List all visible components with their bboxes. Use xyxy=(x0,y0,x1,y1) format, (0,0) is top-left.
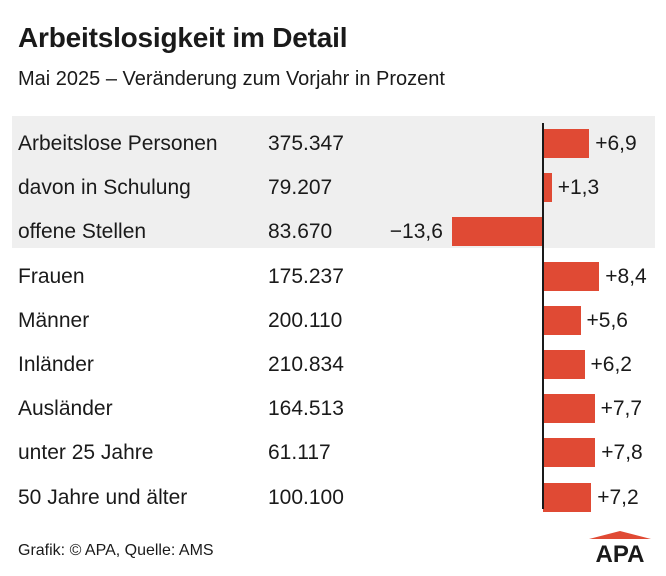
change-label: +7,2 xyxy=(597,485,639,509)
category-label: 50 Jahre und älter xyxy=(18,485,188,509)
chart-row: Arbeitslose Personen 375.347 +6,9 xyxy=(0,120,666,164)
chart-subtitle: Mai 2025 – Veränderung zum Vorjahr in Pr… xyxy=(18,68,445,90)
chart-row: 50 Jahre und älter 100.100 +7,2 xyxy=(0,474,666,518)
absolute-value: 79.207 xyxy=(268,176,333,200)
absolute-value-box: 175.237 xyxy=(260,261,365,291)
absolute-value: 175.237 xyxy=(268,264,344,288)
absolute-value: 200.110 xyxy=(268,308,343,332)
change-bar xyxy=(543,394,595,424)
absolute-value: 100.100 xyxy=(268,485,344,509)
change-bar xyxy=(451,217,543,247)
absolute-value-box: 210.834 xyxy=(260,350,365,379)
change-bar xyxy=(543,350,585,379)
chart-row: Inländer 210.834 +6,2 xyxy=(0,341,666,385)
absolute-value-box: 164.513 xyxy=(260,394,365,424)
change-label: +5,6 xyxy=(586,308,628,332)
change-bar xyxy=(543,129,590,158)
absolute-value: 61.117 xyxy=(268,441,331,465)
chart-row: Frauen 175.237 +8,4 xyxy=(0,253,666,297)
change-label: +6,2 xyxy=(590,353,632,376)
chart-row: offene Stellen 83.670 −13,6 xyxy=(0,208,666,252)
chart-title: Arbeitslosigkeit im Detail xyxy=(18,22,348,53)
category-label: Inländer xyxy=(18,353,94,376)
absolute-value: 210.834 xyxy=(268,353,344,376)
category-label: Ausländer xyxy=(18,397,113,421)
apa-logo-text: APA xyxy=(596,541,645,564)
category-label: unter 25 Jahre xyxy=(18,441,154,465)
category-label: Arbeitslose Personen xyxy=(18,132,218,155)
category-label: davon in Schulung xyxy=(18,176,191,200)
change-bar xyxy=(543,173,552,203)
absolute-value: 83.670 xyxy=(268,220,333,244)
category-label: offene Stellen xyxy=(18,220,147,244)
absolute-value-box: 200.110 xyxy=(260,305,365,335)
change-bar xyxy=(543,482,592,512)
change-label: +7,8 xyxy=(601,441,643,465)
chart-row: Männer 200.110 +5,6 xyxy=(0,297,666,341)
chart-row: unter 25 Jahre 61.117 +7,8 xyxy=(0,429,666,473)
change-label: −13,6 xyxy=(389,220,443,244)
absolute-value-box: 100.100 xyxy=(260,482,365,512)
absolute-value-box: 375.347 xyxy=(260,129,365,158)
change-bar xyxy=(543,261,600,291)
apa-logo: APA xyxy=(589,531,651,564)
category-label: Frauen xyxy=(18,264,85,288)
source-note: Grafik: © APA, Quelle: AMS xyxy=(18,542,214,559)
absolute-value-box: 61.117 xyxy=(260,438,365,468)
absolute-value-box: 83.670 xyxy=(260,217,365,247)
absolute-value: 164.513 xyxy=(268,397,344,421)
change-label: +1,3 xyxy=(557,176,600,200)
absolute-value-box: 79.207 xyxy=(260,173,365,203)
change-bar xyxy=(543,305,581,335)
category-label: Männer xyxy=(18,308,90,332)
chart-row: davon in Schulung 79.207 +1,3 xyxy=(0,164,666,208)
change-label: +8,4 xyxy=(605,264,647,288)
change-label: +7,7 xyxy=(600,397,643,421)
zero-axis-line xyxy=(542,123,544,509)
change-bar xyxy=(543,438,596,468)
change-label: +6,9 xyxy=(595,132,637,155)
absolute-value: 375.347 xyxy=(268,132,344,155)
chart-row: Ausländer 164.513 +7,7 xyxy=(0,385,666,429)
